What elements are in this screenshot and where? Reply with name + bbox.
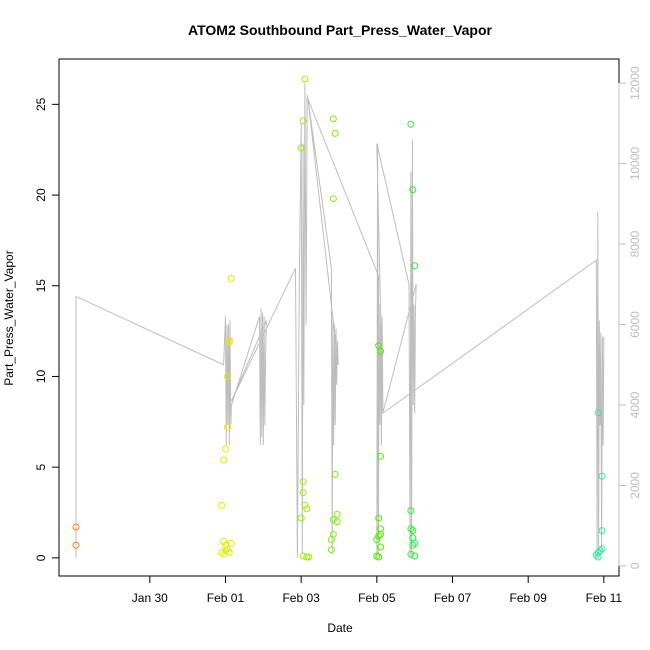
data-point [220, 456, 228, 464]
data-point [220, 550, 228, 558]
y-tick-label: 15 [34, 279, 48, 293]
x-axis: Jan 30 Feb 01 Feb 03 Feb 05 Feb 07 Feb 09 Feb … [132, 575, 623, 605]
y-tick-label: 25 [34, 97, 48, 111]
x-tick-label: Feb 03 [282, 591, 320, 605]
data-point [218, 501, 226, 509]
data-point [305, 553, 313, 561]
data-point [327, 536, 335, 544]
data-point [299, 117, 307, 125]
data-point [222, 445, 229, 453]
data-point [375, 553, 383, 561]
data-point [225, 338, 233, 346]
data-point [598, 472, 606, 480]
y-axis-label: Part_Press_Water_Vapor [2, 250, 16, 385]
data-point [329, 195, 337, 203]
data-point [333, 510, 341, 518]
data-point [598, 527, 606, 535]
right-y-tick-label: 8000 [628, 230, 642, 257]
data-point [407, 120, 415, 128]
right-y-tick-label: 6000 [628, 311, 642, 338]
y-tick-label: 10 [34, 369, 48, 383]
data-point [409, 541, 417, 549]
x-tick-label: Jan 30 [132, 591, 168, 605]
x-axis-label: Date [327, 621, 353, 635]
x-tick-label: Feb 05 [358, 591, 396, 605]
data-point [409, 186, 417, 194]
right-y-tick-label: 0 [628, 562, 642, 569]
data-point [331, 129, 339, 137]
data-point [375, 532, 383, 540]
data-point [333, 518, 341, 526]
data-point [301, 75, 309, 83]
y-tick-label: 20 [34, 188, 48, 202]
x-tick-label: Feb 01 [207, 591, 245, 605]
data-point [594, 553, 602, 561]
y-tick-label: 0 [34, 554, 48, 561]
data-point [329, 516, 337, 524]
data-point [327, 546, 335, 554]
data-point [407, 507, 415, 515]
data-point [331, 470, 339, 478]
right-y-tick-label: 4000 [628, 391, 642, 418]
series-line [75, 83, 605, 558]
data-point [411, 262, 419, 270]
data-point [598, 545, 606, 553]
plot-area-frame [58, 58, 620, 577]
y-tick-label: 5 [34, 464, 48, 471]
data-point [222, 547, 229, 555]
right-y-axis: 0 2000 4000 6000 8000 10000 12000 [618, 66, 642, 569]
data-point [225, 548, 233, 556]
data-point [223, 545, 231, 553]
data-point [373, 536, 381, 544]
x-tick-label: Feb 07 [434, 591, 472, 605]
data-point [375, 514, 383, 522]
right-y-tick-label: 10000 [628, 147, 642, 181]
data-point [218, 548, 226, 556]
data-point [227, 275, 235, 282]
scatter-points [72, 75, 606, 561]
right-y-tick-label: 2000 [628, 472, 642, 499]
data-point [407, 525, 415, 533]
data-point [303, 505, 311, 513]
chart-title: ATOM2 Southbound Part_Press_Water_Vapor [188, 22, 492, 38]
data-point [301, 501, 309, 509]
data-point [220, 538, 228, 545]
data-point [223, 423, 231, 431]
data-point [227, 539, 235, 547]
data-point [299, 489, 307, 497]
right-y-tick-label: 12000 [628, 66, 642, 100]
data-point [303, 553, 311, 561]
right-axis-series-line [75, 83, 605, 558]
data-point [72, 541, 80, 549]
data-point [299, 478, 307, 486]
data-point [594, 409, 602, 417]
data-point [377, 530, 385, 538]
data-point [377, 347, 385, 355]
data-point [596, 547, 604, 555]
data-point [377, 452, 385, 460]
x-tick-label: Feb 09 [510, 591, 548, 605]
data-point [409, 527, 417, 535]
x-tick-label: Feb 11 [586, 591, 623, 605]
data-point [592, 551, 600, 559]
data-point [407, 550, 415, 558]
data-point [411, 552, 419, 560]
data-point [329, 115, 337, 123]
data-point [297, 144, 305, 152]
data-point [297, 514, 305, 522]
data-point [411, 539, 419, 547]
y-axis: 0 5 10 15 20 25 [34, 97, 60, 561]
data-point [72, 523, 80, 531]
data-point [223, 373, 231, 380]
data-point [377, 543, 385, 551]
